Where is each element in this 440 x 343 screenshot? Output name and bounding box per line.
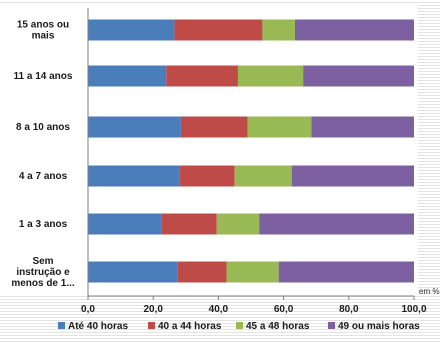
bar-segment [180,116,248,138]
bar-segment [291,165,414,187]
bar-segment [166,65,238,87]
x-tick-label: 80,0 [339,304,359,315]
legend-item: 40 a 44 horas [148,321,222,332]
x-tick-label: 0,0 [81,304,95,315]
legend-label: 49 ou mais horas [338,321,420,332]
legend-item: 49 ou mais horas [328,321,420,332]
bar-segment [259,213,414,235]
x-tick-label: 20,0 [143,304,163,315]
unit-label: em % [419,287,439,296]
x-tick-label: 40,0 [209,304,229,315]
bar-segment [88,116,181,138]
category-label: 8 a 10 anos [16,122,70,133]
legend-item: Até 40 horas [58,321,128,332]
legend-label: Até 40 horas [68,321,128,332]
category-label: 15 anos ou mais [17,20,69,42]
bar-segment [295,19,414,41]
bar-segment [234,165,292,187]
x-tick-label: 100,0 [401,304,426,315]
legend-swatch [236,322,243,329]
plot-area: 15 anos ou mais 11 a 14 anos 8 a 10 anos 4 a… [0,4,439,315]
legend: Até 40 horas 40 a 44 horas 45 a 48 horas 49… [58,321,420,332]
bar-segment [311,116,414,138]
bar-segment [216,213,260,235]
legend-item: 45 a 48 horas [236,321,310,332]
bar-segment [174,19,263,41]
bar-segment [303,65,414,87]
category-label: 1 a 3 anos [19,219,68,230]
legend-swatch [58,322,65,329]
bar-segment [88,65,167,87]
legend-label: 45 a 48 horas [246,321,310,332]
bar-segment [278,261,414,283]
bar-segment [179,165,235,187]
bar-segment [226,261,279,283]
bar-segment [262,19,296,41]
legend-label: 40 a 44 horas [158,321,222,332]
bar-segment [88,261,178,283]
legend-swatch [148,322,155,329]
category-label: Sem instrução e menos de 1... [11,256,75,289]
bar-segment [237,65,304,87]
x-tick-label: 60,0 [274,304,294,315]
category-label: 4 a 7 anos [19,171,68,182]
bar-segment [88,19,175,41]
bar-segment [88,165,180,187]
category-label: 11 a 14 anos [14,71,73,82]
plot-background [0,4,418,296]
bar-segment [161,213,217,235]
legend-swatch [328,322,335,329]
bar-segment [247,116,312,138]
bar-segment [177,261,227,283]
bar-segment [88,213,162,235]
